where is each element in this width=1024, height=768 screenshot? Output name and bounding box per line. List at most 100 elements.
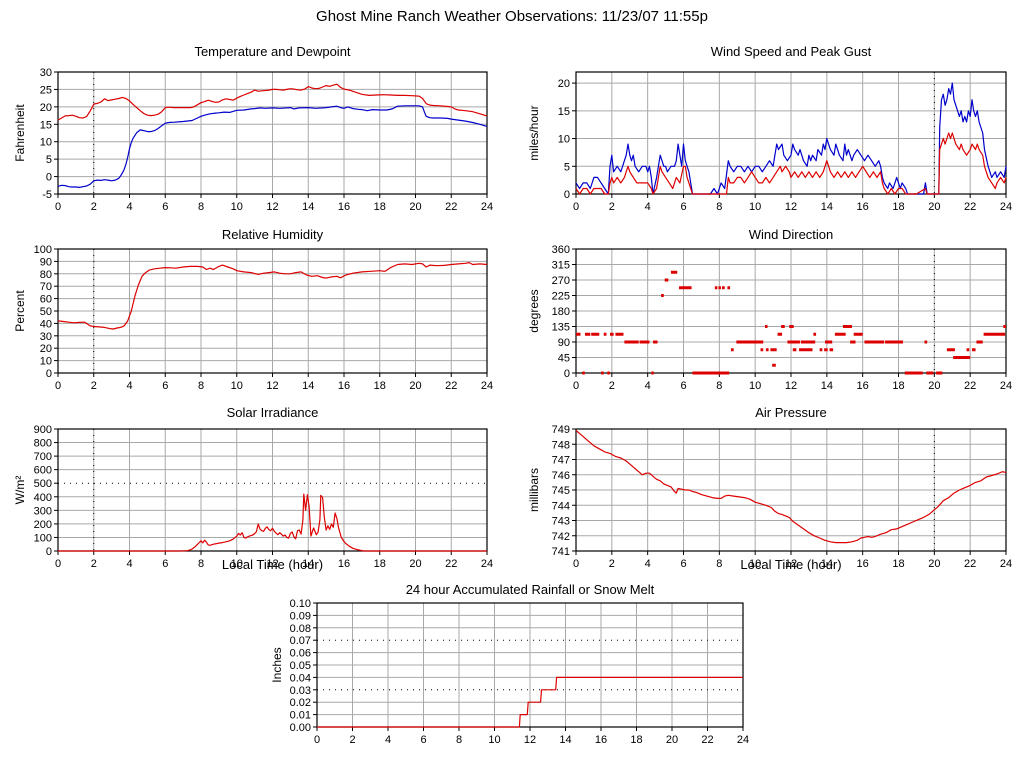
y-tick-label: 747	[552, 455, 570, 467]
x-tick-label: 4	[126, 380, 132, 392]
x-tick-label: 8	[198, 558, 204, 570]
x-tick-label: 24	[1000, 558, 1012, 570]
x-tick-label: 18	[374, 380, 386, 392]
y-tick-label: 200	[34, 519, 52, 531]
x-tick-label: 8	[456, 734, 462, 746]
page-title: Ghost Mine Ranch Weather Observations: 1…	[316, 8, 708, 25]
x-tick-label: 16	[857, 201, 869, 213]
x-tick-label: 2	[609, 201, 615, 213]
y-tick-label: 0.02	[290, 697, 311, 709]
x-tick-label: 0	[573, 558, 579, 570]
y-tick-label: 360	[552, 244, 570, 256]
y-tick-label: 25	[40, 84, 52, 96]
y-tick-label: -5	[42, 189, 52, 201]
x-tick-label: 16	[338, 380, 350, 392]
chart-relative-humidity: Relative Humidity Percent 0 2 4 6 8 10 12 14 16 1…	[0, 218, 512, 396]
chart-solar-irradiance: Solar Irradiance W/m² Local Time (hour) …	[0, 398, 512, 578]
x-tick-label: 22	[964, 558, 976, 570]
x-tick-label: 16	[595, 734, 607, 746]
x-tick-label: 10	[749, 558, 761, 570]
chart-title: Wind Speed and Peak Gust	[710, 44, 872, 59]
x-tick-label: 22	[701, 734, 713, 746]
x-tick-label: 22	[964, 380, 976, 392]
x-tick-label: 10	[488, 734, 500, 746]
y-tick-label: 748	[552, 439, 570, 451]
x-tick-label: 20	[928, 380, 940, 392]
x-tick-label: 8	[716, 201, 722, 213]
series-solar-irradiance	[58, 493, 487, 552]
x-tick-label: 0	[55, 201, 61, 213]
x-tick-label: 2	[91, 201, 97, 213]
y-tick-label: 0.10	[290, 598, 311, 610]
series-peak-gust	[575, 82, 1007, 195]
x-tick-label: 18	[892, 558, 904, 570]
x-tick-label: 14	[821, 380, 833, 392]
y-tick-label: 100	[34, 244, 52, 256]
y-tick-label: 600	[34, 465, 52, 477]
y-tick-label: 225	[552, 291, 570, 303]
x-tick-label: 10	[231, 558, 243, 570]
x-tick-label: 2	[609, 558, 615, 570]
series-accumulated-rainfall	[317, 676, 743, 728]
y-tick-label: 744	[552, 500, 570, 512]
chart-title: Wind Direction	[748, 227, 834, 242]
y-tick-label: 30	[40, 67, 52, 79]
x-tick-label: 12	[785, 201, 797, 213]
x-tick-label: 4	[645, 380, 651, 392]
y-tick-label: 800	[34, 438, 52, 450]
x-tick-label: 0	[314, 734, 320, 746]
x-tick-label: 18	[892, 380, 904, 392]
x-tick-label: 22	[445, 201, 457, 213]
y-tick-label: 20	[40, 102, 52, 114]
chart-rainfall: 24 hour Accumulated Rainfall or Snow Mel…	[250, 578, 770, 758]
x-tick-label: 20	[409, 201, 421, 213]
x-tick-label: 16	[338, 201, 350, 213]
y-tick-label: 10	[40, 137, 52, 149]
y-tick-label: 80	[40, 269, 52, 281]
x-tick-label: 18	[374, 201, 386, 213]
chart-title: Relative Humidity	[221, 227, 324, 242]
y-tick-label: 270	[552, 275, 570, 287]
x-tick-label: 14	[821, 558, 833, 570]
x-tick-label: 14	[821, 201, 833, 213]
x-tick-label: 20	[928, 558, 940, 570]
x-tick-label: 24	[1000, 380, 1012, 392]
x-tick-label: 0	[55, 558, 61, 570]
x-tick-label: 8	[198, 201, 204, 213]
x-tick-label: 14	[302, 380, 314, 392]
x-tick-label: 12	[785, 380, 797, 392]
x-tick-label: 12	[266, 201, 278, 213]
x-tick-label: 20	[928, 201, 940, 213]
plot-border	[57, 248, 488, 374]
x-tick-label: 14	[559, 734, 571, 746]
x-tick-label: 4	[645, 558, 651, 570]
x-tick-label: 6	[162, 558, 168, 570]
chart-title: Temperature and Dewpoint	[194, 44, 351, 59]
y-tick-label: 0.06	[290, 648, 311, 660]
y-tick-label: 500	[34, 478, 52, 490]
series-dewpoint	[57, 105, 488, 188]
x-tick-label: 24	[481, 558, 493, 570]
y-tick-label: 50	[40, 306, 52, 318]
y-tick-label: 40	[40, 318, 52, 330]
x-axis-label: Local Time (hour)	[221, 557, 324, 572]
chart-title: Solar Irradiance	[226, 405, 319, 420]
x-tick-label: 0	[573, 380, 579, 392]
x-tick-label: 4	[126, 201, 132, 213]
x-tick-label: 6	[680, 201, 686, 213]
x-tick-label: 2	[91, 380, 97, 392]
x-tick-label: 8	[716, 558, 722, 570]
y-tick-label: 745	[552, 485, 570, 497]
y-tick-label: 900	[34, 424, 52, 436]
series-temperature	[57, 83, 488, 121]
x-tick-label: 10	[231, 380, 243, 392]
plot-area: 0 2 4 6 8 10 12 14 16 18 20 22 240459013518022527031…	[552, 244, 1012, 392]
x-tick-label: 12	[785, 558, 797, 570]
y-tick-label: 10	[558, 134, 570, 146]
chart-title: 24 hour Accumulated Rainfall or Snow Mel…	[405, 582, 655, 597]
plot-area: 0 2 4 6 8 10 12 14 16 18 20 22 240102030405060708090…	[34, 244, 493, 392]
x-tick-label: 20	[409, 380, 421, 392]
x-tick-label: 0	[573, 201, 579, 213]
